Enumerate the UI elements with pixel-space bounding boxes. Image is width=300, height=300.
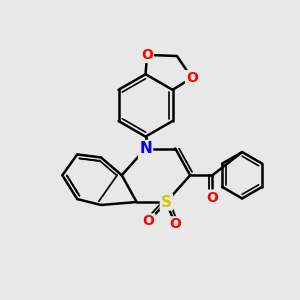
Text: O: O xyxy=(186,71,198,85)
Text: O: O xyxy=(141,48,153,62)
Text: O: O xyxy=(142,214,154,228)
Text: N: N xyxy=(139,141,152,156)
Text: O: O xyxy=(169,217,181,231)
Text: S: S xyxy=(161,194,172,209)
Text: N: N xyxy=(139,144,152,159)
Text: O: O xyxy=(206,190,218,205)
